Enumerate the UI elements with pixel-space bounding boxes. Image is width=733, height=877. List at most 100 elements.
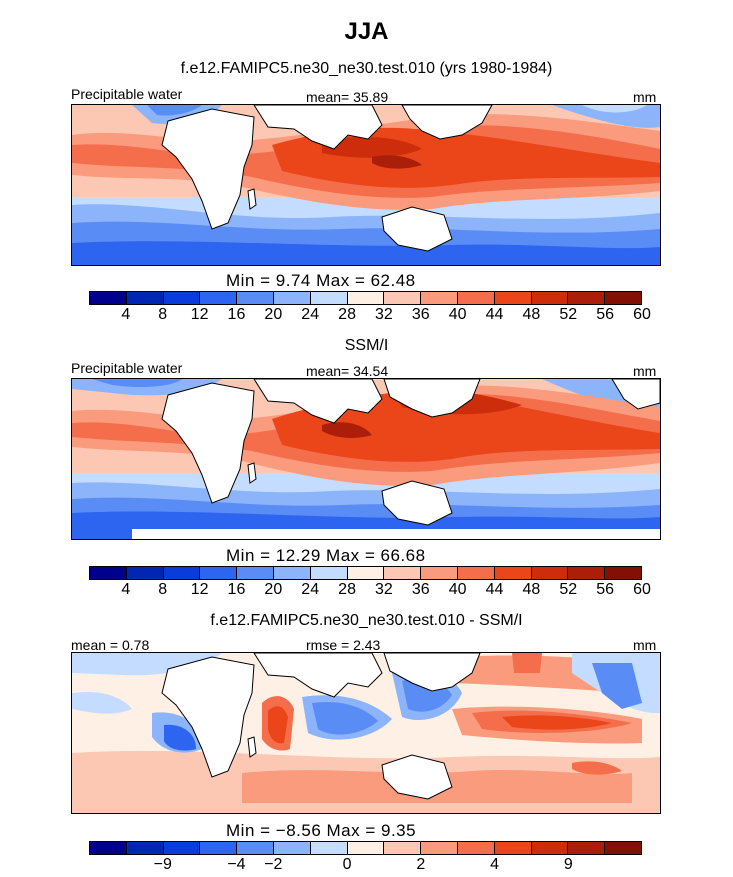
colorbar-tick-label: 20 bbox=[264, 581, 283, 598]
panel3-colorbar bbox=[89, 841, 642, 855]
colorbar-tick-label: 40 bbox=[448, 581, 467, 598]
colorbar-tick-label: 28 bbox=[338, 581, 356, 598]
colorbar-tick-label: 9 bbox=[563, 856, 573, 873]
colorbar-swatch bbox=[457, 842, 495, 854]
colorbar-swatch bbox=[273, 292, 311, 304]
colorbar-tick-label: 12 bbox=[190, 306, 209, 323]
panel1-subtitle: f.e12.FAMIPC5.ne30_ne30.test.010 (yrs 19… bbox=[180, 60, 553, 77]
panel3-subtitle: f.e12.FAMIPC5.ne30_ne30.test.010 - SSM/I bbox=[210, 612, 523, 629]
colorbar-swatch bbox=[494, 292, 532, 304]
colorbar-swatch bbox=[163, 567, 201, 579]
colorbar-tick-label: 52 bbox=[559, 581, 578, 598]
figure-title: JJA bbox=[344, 18, 389, 45]
colorbar-swatch bbox=[531, 842, 569, 854]
colorbar-tick-label: 40 bbox=[448, 306, 467, 323]
colorbar-tick-label: 24 bbox=[301, 581, 320, 598]
colorbar-tick-label: 4 bbox=[121, 581, 131, 598]
panel1-map bbox=[71, 104, 661, 266]
colorbar-tick-label: 44 bbox=[485, 306, 504, 323]
colorbar-swatch bbox=[200, 567, 238, 579]
colorbar-tick-label: 16 bbox=[227, 581, 246, 598]
colorbar-swatch bbox=[384, 292, 422, 304]
panel1-units-label: mm bbox=[633, 89, 657, 105]
colorbar-tick-label: 36 bbox=[411, 581, 430, 598]
panel2-mean-label: mean= 34.54 bbox=[306, 363, 389, 379]
colorbar-tick-label: 8 bbox=[158, 581, 168, 598]
colorbar-tick-label: 56 bbox=[596, 581, 615, 598]
colorbar-swatch bbox=[163, 292, 201, 304]
panel2-map-field bbox=[72, 379, 660, 539]
colorbar-swatch bbox=[531, 292, 569, 304]
colorbar-swatch bbox=[384, 842, 422, 854]
colorbar-swatch bbox=[605, 292, 641, 304]
panel2-subtitle: SSM/I bbox=[344, 337, 389, 354]
colorbar-swatch bbox=[531, 567, 569, 579]
colorbar-tick-label: 36 bbox=[411, 306, 430, 323]
colorbar-swatch bbox=[421, 842, 458, 854]
panel2-min-max: Min = 12.29 Max = 66.68 bbox=[226, 546, 426, 565]
colorbar-swatch bbox=[273, 842, 311, 854]
panel2-colorbar-ticks: 4 8 12 16 20 24 28 32 36 40 44 48 52 56 60 bbox=[0, 581, 733, 601]
colorbar-tick-label: 8 bbox=[158, 306, 168, 323]
colorbar-swatch bbox=[421, 292, 458, 304]
colorbar-swatch bbox=[273, 567, 311, 579]
panel3-mean-label: mean = 0.78 bbox=[71, 637, 150, 653]
panel1-colorbar-ticks: 4 8 12 16 20 24 28 32 36 40 44 48 52 56 60 bbox=[0, 306, 733, 326]
colorbar-tick-label: −4 bbox=[227, 856, 246, 873]
panel3-min-max: Min = −8.56 Max = 9.35 bbox=[226, 821, 417, 840]
panel3-map-field bbox=[72, 653, 660, 813]
colorbar-swatch bbox=[605, 567, 641, 579]
panel3-units-label: mm bbox=[633, 637, 657, 653]
colorbar-tick-label: −9 bbox=[153, 856, 172, 873]
colorbar-swatch bbox=[310, 842, 348, 854]
colorbar-swatch bbox=[90, 842, 127, 854]
colorbar-tick-label: 2 bbox=[416, 856, 426, 873]
colorbar-tick-label: 0 bbox=[342, 856, 352, 873]
colorbar-tick-label: 4 bbox=[490, 856, 499, 873]
colorbar-swatch bbox=[237, 292, 274, 304]
colorbar-tick-label: 20 bbox=[264, 306, 283, 323]
colorbar-swatch bbox=[90, 292, 127, 304]
colorbar-tick-label: 60 bbox=[633, 581, 651, 598]
colorbar-swatch bbox=[310, 292, 348, 304]
colorbar-swatch bbox=[421, 567, 458, 579]
colorbar-swatch bbox=[347, 842, 385, 854]
colorbar-tick-label: 16 bbox=[227, 306, 246, 323]
colorbar-tick-label: 24 bbox=[301, 306, 320, 323]
colorbar-swatch bbox=[126, 292, 164, 304]
colorbar-swatch bbox=[90, 567, 127, 579]
colorbar-swatch bbox=[347, 292, 385, 304]
colorbar-swatch bbox=[605, 842, 641, 854]
colorbar-tick-label: 44 bbox=[485, 581, 504, 598]
panel1-variable-label: Precipitable water bbox=[71, 86, 183, 102]
colorbar-swatch bbox=[568, 292, 606, 304]
panel2-colorbar bbox=[89, 566, 642, 580]
panel2-variable-label: Precipitable water bbox=[71, 360, 183, 376]
panel2-map bbox=[71, 378, 661, 540]
colorbar-swatch bbox=[494, 567, 532, 579]
colorbar-tick-label: 56 bbox=[596, 306, 615, 323]
colorbar-swatch bbox=[200, 842, 238, 854]
colorbar-tick-label: −2 bbox=[264, 856, 283, 873]
colorbar-swatch bbox=[457, 292, 495, 304]
colorbar-tick-label: 4 bbox=[121, 306, 131, 323]
colorbar-swatch bbox=[494, 842, 532, 854]
colorbar-tick-label: 60 bbox=[633, 306, 651, 323]
colorbar-tick-label: 32 bbox=[375, 306, 393, 323]
panel3-rmse-label: rmse = 2.43 bbox=[306, 637, 381, 653]
colorbar-tick-label: 48 bbox=[522, 306, 541, 323]
panel3-colorbar-ticks: −9 −4 −2 0 2 4 9 bbox=[0, 856, 733, 876]
colorbar-tick-label: 28 bbox=[338, 306, 356, 323]
colorbar-tick-label: 48 bbox=[522, 581, 541, 598]
colorbar-swatch bbox=[126, 842, 164, 854]
colorbar-swatch bbox=[310, 567, 348, 579]
colorbar-swatch bbox=[200, 292, 238, 304]
colorbar-swatch bbox=[237, 842, 274, 854]
colorbar-swatch bbox=[568, 842, 606, 854]
colorbar-swatch bbox=[126, 567, 164, 579]
panel1-min-max: Min = 9.74 Max = 62.48 bbox=[226, 271, 416, 290]
panel1-map-field bbox=[72, 105, 660, 265]
colorbar-swatch bbox=[568, 567, 606, 579]
colorbar-tick-label: 32 bbox=[375, 581, 393, 598]
colorbar-swatch bbox=[163, 842, 201, 854]
